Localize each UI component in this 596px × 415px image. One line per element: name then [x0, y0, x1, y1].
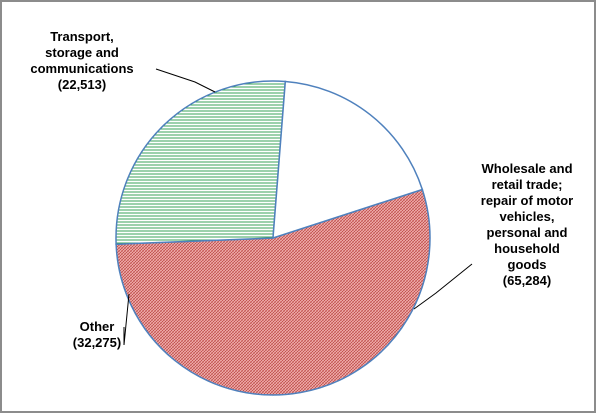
- slice-category-label-0: vehicles,: [500, 209, 555, 224]
- pie-slice-0: [115, 188, 431, 396]
- leader-line-0: [413, 263, 473, 310]
- slice-category-label-0: Wholesale and: [481, 161, 572, 176]
- slice-category-label-2: Transport,: [50, 29, 114, 44]
- slice-value-label-0: (65,284): [503, 273, 551, 288]
- slice-value-label-1: (32,275): [73, 335, 121, 350]
- slice-category-label-0: retail trade;: [492, 177, 563, 192]
- slice-category-label-2: communications: [30, 61, 133, 76]
- pie-slice-2: [272, 80, 424, 240]
- slice-category-label-0: personal and: [487, 225, 568, 240]
- slice-category-label-0: household: [494, 241, 560, 256]
- slice-category-label-2: storage and: [45, 45, 119, 60]
- slice-category-label-0: repair of motor: [481, 193, 573, 208]
- pie-slice-1: [115, 80, 287, 245]
- slice-category-label-1: Other: [80, 319, 115, 334]
- leader-line-2: [155, 68, 216, 93]
- slice-category-label-0: goods: [508, 257, 547, 272]
- slice-value-label-2: (22,513): [58, 77, 106, 92]
- leader-line-1: [123, 293, 130, 346]
